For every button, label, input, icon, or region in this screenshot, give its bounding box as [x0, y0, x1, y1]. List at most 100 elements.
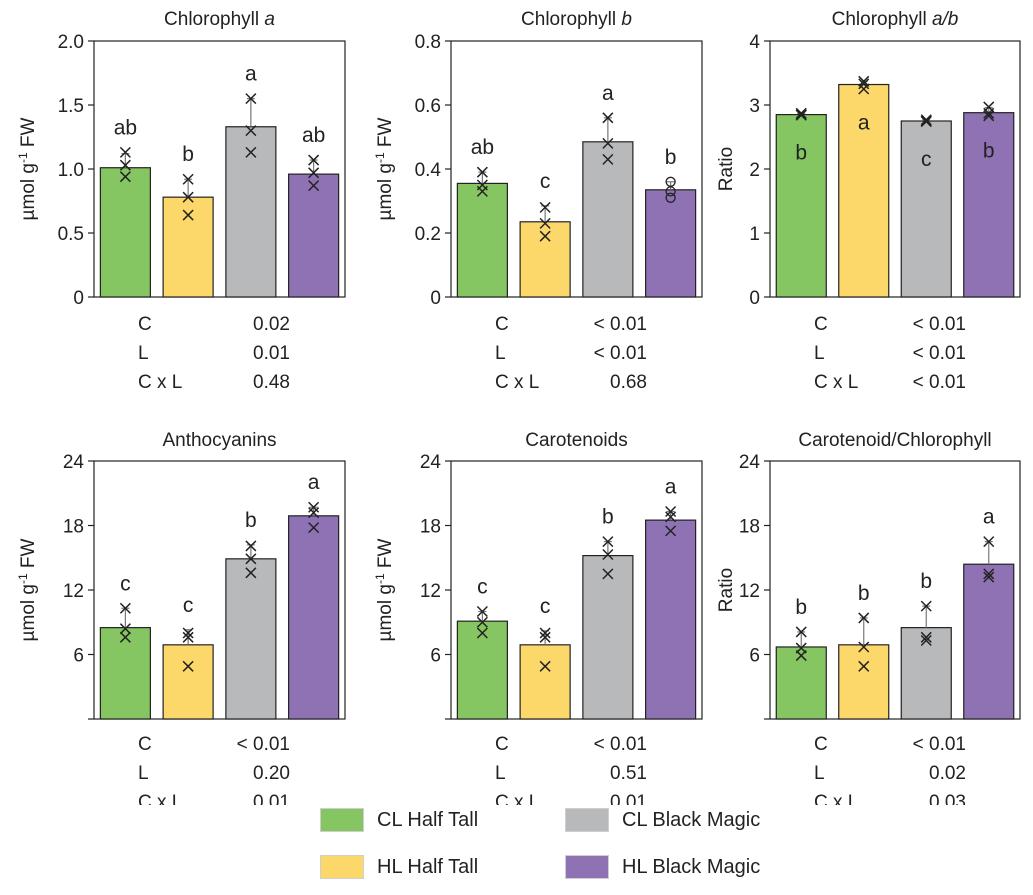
data-point — [858, 612, 870, 624]
y-axis-label-text: µmol g — [18, 163, 39, 220]
y-tick-label: 0 — [73, 288, 84, 309]
y-axis-label-sup: -1 — [16, 573, 30, 584]
y-tick-label: 18 — [420, 517, 441, 538]
y-axis-label-unit: FW — [18, 538, 39, 573]
stats-pvalue: < 0.01 — [913, 314, 966, 335]
legend-swatch-hl-half-tall — [320, 855, 364, 879]
y-tick-label: 6 — [73, 646, 84, 667]
data-point — [858, 78, 870, 90]
significance-letter: a — [983, 506, 995, 529]
stats-factor: L — [495, 343, 506, 364]
significance-letter: b — [602, 506, 614, 529]
y-axis-label-text: µmol g — [375, 163, 396, 220]
y-tick-label: 1.5 — [58, 96, 84, 117]
data-point — [245, 146, 257, 158]
legend-item-hl-half-tall: HL Half Tall — [320, 855, 478, 879]
y-tick-label: 24 — [739, 452, 761, 473]
stats-factor: L — [138, 343, 149, 364]
data-point — [182, 191, 194, 203]
chart-title-text: Chlorophyll — [521, 9, 621, 30]
stats-pvalue: 0.01 — [610, 792, 647, 805]
data-point — [665, 192, 676, 203]
legend-swatch-cl-black-magic — [565, 808, 609, 832]
significance-letter: c — [183, 594, 194, 617]
bar — [99, 627, 151, 720]
data-point — [182, 209, 194, 221]
data-point — [539, 201, 551, 213]
y-tick-label: 12 — [739, 581, 760, 602]
bar — [225, 558, 277, 720]
significance-letter: a — [308, 471, 320, 494]
data-point — [795, 107, 807, 119]
stats-factor: C — [138, 314, 152, 335]
data-point — [182, 660, 194, 672]
stats-factor: L — [495, 763, 506, 784]
data-point — [308, 154, 320, 166]
stats-factor: L — [814, 763, 825, 784]
data-point — [119, 631, 131, 643]
bar — [963, 563, 1015, 720]
significance-letter: b — [182, 143, 194, 166]
chart-title-text: Chlorophyll — [164, 9, 264, 30]
data-point — [119, 171, 131, 183]
significance-letter: b — [245, 509, 257, 532]
bar — [162, 644, 214, 720]
y-tick-label: 4 — [749, 32, 760, 53]
significance-letter: b — [795, 142, 807, 165]
y-axis-label: µmol g-1 FW — [16, 538, 39, 641]
significance-letter: c — [540, 595, 551, 618]
data-point — [182, 627, 194, 639]
y-tick-label: 18 — [63, 517, 84, 538]
data-point — [308, 501, 320, 513]
data-point — [476, 605, 488, 618]
legend-item-cl-black-magic: CL Black Magic — [565, 808, 760, 832]
data-point — [858, 660, 870, 672]
bar — [288, 515, 340, 720]
chart-title-italic: a/b — [932, 9, 958, 30]
data-point — [795, 109, 807, 121]
stats-pvalue: 0.02 — [253, 314, 290, 335]
data-point — [858, 83, 870, 95]
significance-letter: a — [665, 476, 677, 499]
data-point — [665, 511, 677, 523]
significance-letter: b — [920, 570, 932, 593]
data-point — [602, 112, 614, 124]
data-point — [665, 525, 677, 537]
y-tick-label: 6 — [749, 646, 760, 667]
bar — [162, 196, 214, 298]
data-point — [983, 110, 995, 122]
stats-pvalue: 0.01 — [253, 343, 290, 364]
bar — [963, 112, 1015, 298]
bar — [288, 173, 340, 298]
y-axis-label: µmol g-1 FW — [373, 117, 396, 220]
data-point — [602, 548, 614, 561]
chart-panel-5: Carotenoids 6 12 18 24 µmol g-1 FW c c b a C < 0.01… — [373, 430, 703, 805]
legend-label: CL Half Tall — [377, 808, 479, 831]
data-point — [920, 600, 932, 612]
data-point — [245, 125, 257, 137]
stats-pvalue: < 0.01 — [913, 734, 966, 755]
stats-factor: L — [138, 763, 149, 784]
data-point — [245, 93, 257, 105]
data-point — [665, 186, 676, 197]
data-point — [119, 146, 131, 158]
significance-letter: c — [921, 148, 932, 171]
chart-title-text: Chlorophyll — [832, 9, 932, 30]
stats-factor: C x L — [814, 792, 858, 805]
bar — [838, 644, 890, 720]
data-point — [119, 159, 131, 171]
data-point — [308, 180, 320, 192]
stats-pvalue: < 0.01 — [594, 314, 647, 335]
data-point — [920, 631, 932, 643]
y-tick-label: 0 — [430, 288, 441, 309]
significance-letter: b — [858, 582, 870, 605]
chart-title-text: Anthocyanins — [162, 430, 276, 451]
chart-title: Chlorophyll a — [164, 9, 275, 30]
bar — [775, 113, 827, 298]
data-point — [795, 626, 807, 638]
chart-panel-1: Chlorophyll a 0 0.5 1.0 1.5 2.0 µmol g-1 FW ab b… — [16, 9, 346, 393]
data-point — [795, 650, 807, 662]
stats-factor: C x L — [814, 372, 858, 393]
y-tick-label: 0.5 — [58, 224, 84, 245]
